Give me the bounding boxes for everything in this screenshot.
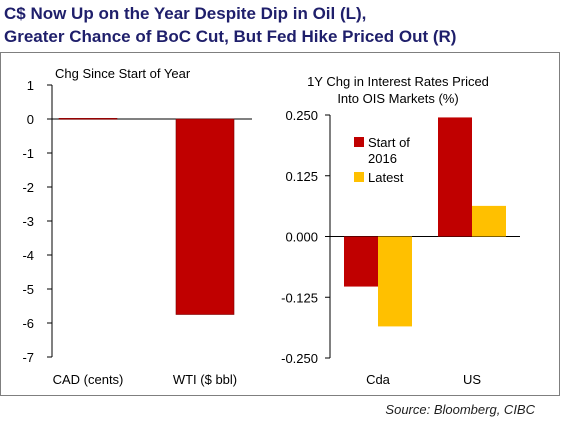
right-chart-title-line-2: Into OIS Markets (%) (337, 91, 458, 106)
left-y-tick-label: -4 (22, 248, 34, 263)
left-y-tick-label: -2 (22, 180, 34, 195)
left-y-tick-label: -3 (22, 214, 34, 229)
right-y-tick-label: 0.125 (285, 169, 318, 184)
right-y-tick-label: -0.125 (281, 290, 318, 305)
legend-label-latest: Latest (368, 170, 404, 185)
right-y-tick-label: 0.250 (285, 108, 318, 123)
title-line-1: C$ Now Up on the Year Despite Dip in Oil… (4, 4, 367, 23)
left-y-tick-label: -6 (22, 316, 34, 331)
right-bar-us-series-1 (438, 117, 472, 237)
left-bar-1 (58, 118, 118, 120)
right-chart-title-line-1: 1Y Chg in Interest Rates Priced (307, 74, 489, 89)
legend-label-start-of-2016-line-2: 2016 (368, 151, 397, 166)
right-bar-cda-series-1 (344, 236, 378, 287)
left-y-tick-label: 0 (27, 112, 34, 127)
source-note: Source: Bloomberg, CIBC (385, 402, 535, 417)
chart-frame (0, 52, 560, 396)
legend-swatch-start-of-2016 (354, 137, 364, 147)
right-bar-cda-series-2 (378, 236, 412, 327)
left-y-tick-label: -1 (22, 146, 34, 161)
legend-swatch-latest (354, 172, 364, 182)
left-y-tick-label: 1 (27, 78, 34, 93)
right-bar-us-series-2 (472, 205, 506, 237)
left-x-tick-label: CAD (cents) (53, 372, 124, 387)
left-x-tick-label: WTI ($ bbl) (173, 372, 237, 387)
legend-label-start-of-2016-line-1: Start of (368, 135, 410, 150)
left-y-tick-label: -7 (22, 350, 34, 365)
left-chart-title: Chg Since Start of Year (55, 66, 191, 81)
right-y-tick-label: 0.000 (285, 230, 318, 245)
left-y-tick-label: -5 (22, 282, 34, 297)
right-x-tick-label: US (463, 372, 481, 387)
left-bar-2 (175, 118, 235, 315)
right-y-tick-label: -0.250 (281, 351, 318, 366)
title-line-2: Greater Chance of BoC Cut, But Fed Hike … (4, 27, 457, 46)
chart-title: C$ Now Up on the Year Despite Dip in Oil… (4, 2, 560, 48)
right-x-tick-label: Cda (366, 372, 391, 387)
